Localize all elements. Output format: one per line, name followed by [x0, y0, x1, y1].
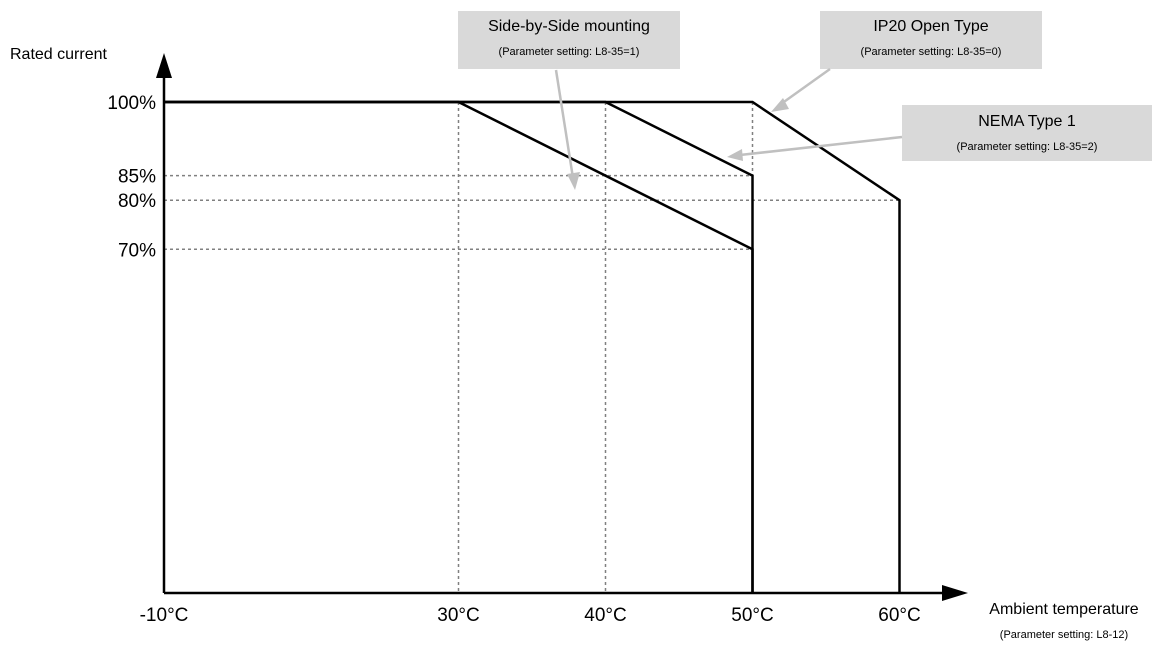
callout-title: IP20 Open Type — [873, 18, 988, 35]
x-axis-arrow — [942, 585, 968, 601]
callout-arrow — [739, 135, 903, 157]
series-lines — [164, 100, 901, 593]
callout-arrow-head — [727, 149, 743, 161]
callout-ip20: IP20 Open Type (Parameter setting: L8-35… — [771, 11, 1042, 112]
callout-nema: NEMA Type 1 (Parameter setting: L8-35=2) — [727, 105, 1152, 161]
x-axis-title-note: (Parameter setting: L8-12) — [1000, 629, 1128, 641]
x-tick-label: 40°C — [584, 605, 626, 626]
y-axis-title: Rated current — [10, 46, 107, 63]
callout-box — [902, 105, 1152, 161]
x-tick-label: 30°C — [437, 605, 479, 626]
callout-arrow — [554, 69, 575, 179]
callout-box — [458, 11, 680, 69]
y-tick-label: 85% — [118, 167, 156, 188]
callout-note: (Parameter setting: L8-35=1) — [499, 46, 640, 58]
x-tick-labels: -10°C 30°C 40°C 50°C 60°C — [140, 605, 921, 626]
x-tick-label: -10°C — [140, 605, 189, 626]
gridlines — [164, 102, 900, 593]
callout-title: NEMA Type 1 — [978, 113, 1076, 130]
callout-title: Side-by-Side mounting — [488, 18, 650, 35]
x-axis-title: Ambient temperature — [989, 601, 1139, 618]
callout-arrow — [780, 67, 831, 106]
callout-note: (Parameter setting: L8-35=2) — [957, 141, 1098, 153]
y-tick-label: 70% — [118, 240, 156, 261]
callout-note: (Parameter setting: L8-35=0) — [861, 46, 1002, 58]
y-tick-label: 100% — [107, 93, 156, 114]
y-axis-arrow — [156, 53, 172, 78]
y-tick-label: 80% — [118, 191, 156, 212]
series-line-2 — [164, 100, 901, 593]
x-tick-label: 50°C — [731, 605, 773, 626]
callout-box — [820, 11, 1042, 69]
callout-side-by-side: Side-by-Side mounting (Parameter setting… — [458, 11, 680, 190]
y-tick-labels: 100% 85% 80% 70% — [107, 93, 156, 261]
x-tick-label: 60°C — [878, 605, 920, 626]
callout-arrow-head — [771, 98, 789, 112]
callout-arrow-head — [567, 172, 580, 190]
